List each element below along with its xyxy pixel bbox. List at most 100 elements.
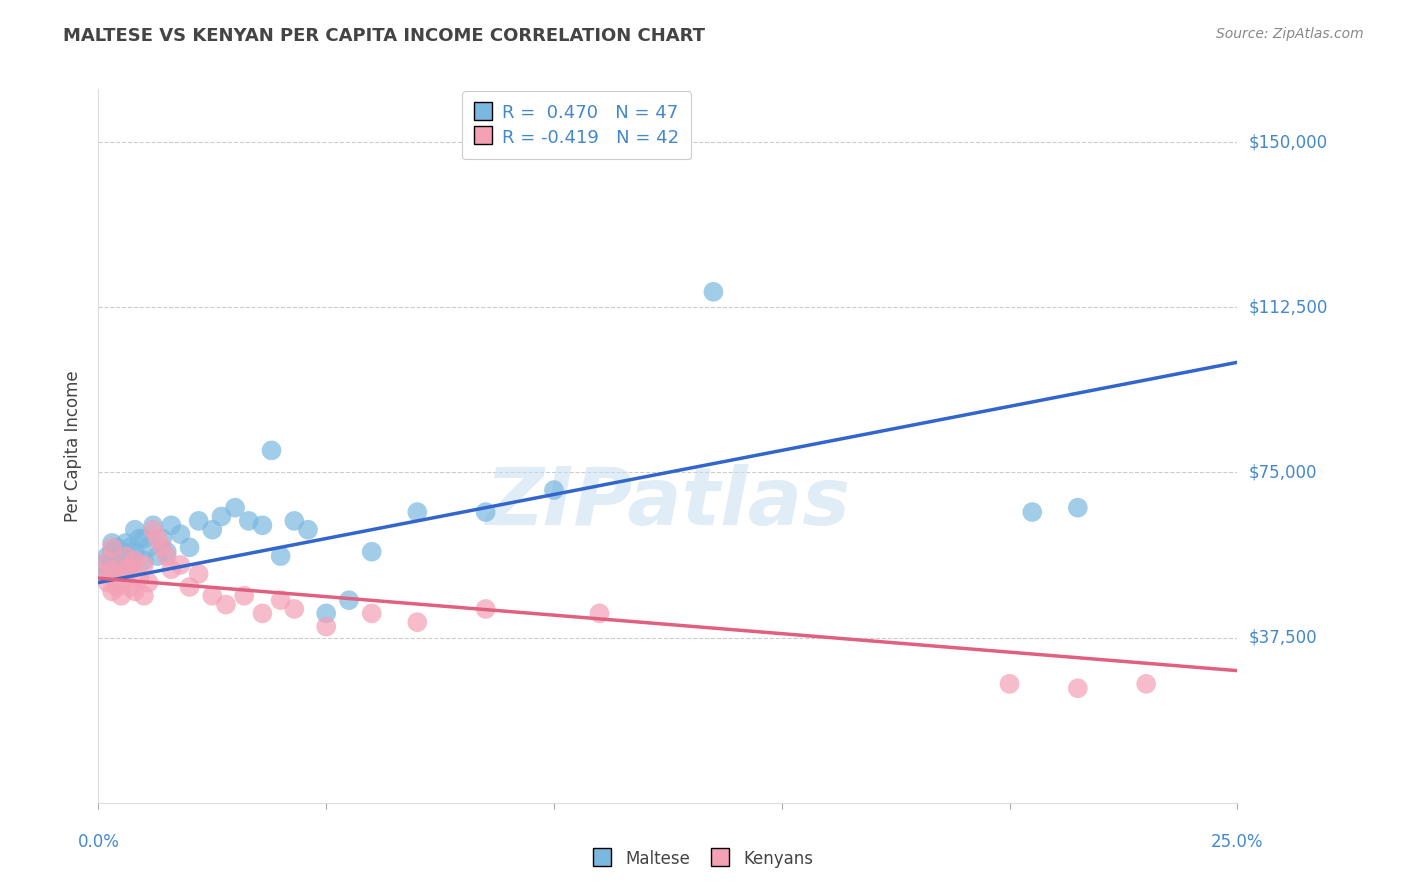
Point — [132, 589, 155, 603]
Point — [201, 589, 224, 603]
Point — [132, 553, 155, 567]
Point — [474, 602, 496, 616]
Point — [96, 575, 118, 590]
Point — [110, 575, 132, 590]
Point — [169, 527, 191, 541]
Point — [543, 483, 565, 497]
Point — [96, 566, 118, 581]
Point — [114, 549, 136, 563]
Point — [270, 593, 292, 607]
Point — [132, 532, 155, 546]
Point — [105, 541, 128, 555]
Point — [1067, 681, 1090, 696]
Text: MALTESE VS KENYAN PER CAPITA INCOME CORRELATION CHART: MALTESE VS KENYAN PER CAPITA INCOME CORR… — [63, 27, 706, 45]
Point — [150, 532, 173, 546]
Point — [169, 558, 191, 572]
Point — [101, 545, 124, 559]
Point — [138, 541, 160, 555]
Point — [128, 532, 150, 546]
Point — [114, 536, 136, 550]
Point — [224, 500, 246, 515]
Text: 0.0%: 0.0% — [77, 833, 120, 851]
Point — [114, 562, 136, 576]
Point — [156, 545, 179, 559]
Legend: Maltese, Kenyans: Maltese, Kenyans — [585, 843, 821, 875]
Point — [187, 566, 209, 581]
Point — [124, 523, 146, 537]
Point — [233, 589, 256, 603]
Point — [260, 443, 283, 458]
Point — [142, 518, 165, 533]
Point — [110, 553, 132, 567]
Point — [101, 553, 124, 567]
Text: $150,000: $150,000 — [1249, 133, 1327, 151]
Point — [179, 541, 201, 555]
Point — [146, 532, 169, 546]
Point — [110, 545, 132, 559]
Point — [270, 549, 292, 563]
Point — [110, 562, 132, 576]
Point — [283, 602, 305, 616]
Point — [1067, 500, 1090, 515]
Point — [998, 677, 1021, 691]
Text: $75,000: $75,000 — [1249, 464, 1317, 482]
Point — [128, 571, 150, 585]
Point — [120, 562, 142, 576]
Text: $112,500: $112,500 — [1249, 298, 1327, 317]
Point — [238, 514, 260, 528]
Point — [252, 607, 274, 621]
Point — [96, 553, 118, 567]
Point — [138, 575, 160, 590]
Point — [1021, 505, 1043, 519]
Point — [91, 566, 114, 581]
Point — [101, 584, 124, 599]
Point — [360, 607, 382, 621]
Point — [702, 285, 724, 299]
Point — [142, 523, 165, 537]
Point — [315, 619, 337, 633]
Point — [337, 593, 360, 607]
Point — [96, 549, 118, 563]
Point — [187, 514, 209, 528]
Point — [283, 514, 305, 528]
Point — [160, 518, 183, 533]
Point — [105, 580, 128, 594]
Point — [101, 562, 124, 576]
Point — [588, 607, 610, 621]
Point — [360, 545, 382, 559]
Point — [120, 541, 142, 555]
Point — [114, 549, 136, 563]
Point — [156, 549, 179, 563]
Point — [406, 615, 429, 630]
Point — [406, 505, 429, 519]
Text: ZIPatlas: ZIPatlas — [485, 464, 851, 542]
Point — [252, 518, 274, 533]
Y-axis label: Per Capita Income: Per Capita Income — [65, 370, 83, 522]
Point — [101, 541, 124, 555]
Text: Source: ZipAtlas.com: Source: ZipAtlas.com — [1216, 27, 1364, 41]
Point — [146, 549, 169, 563]
Text: 25.0%: 25.0% — [1211, 833, 1264, 851]
Point — [120, 580, 142, 594]
Point — [179, 580, 201, 594]
Point — [124, 553, 146, 567]
Point — [1135, 677, 1157, 691]
Point — [297, 523, 319, 537]
Point — [124, 584, 146, 599]
Point — [132, 558, 155, 572]
Point — [150, 541, 173, 555]
Point — [120, 558, 142, 572]
Point — [105, 566, 128, 581]
Point — [110, 589, 132, 603]
Point — [215, 598, 238, 612]
Point — [124, 545, 146, 559]
Point — [160, 562, 183, 576]
Point — [201, 523, 224, 537]
Point — [91, 558, 114, 572]
Point — [209, 509, 232, 524]
Point — [105, 558, 128, 572]
Legend: R =  0.470   N = 47, R = -0.419   N = 42: R = 0.470 N = 47, R = -0.419 N = 42 — [463, 91, 692, 159]
Text: $37,500: $37,500 — [1249, 629, 1317, 647]
Point — [474, 505, 496, 519]
Point — [315, 607, 337, 621]
